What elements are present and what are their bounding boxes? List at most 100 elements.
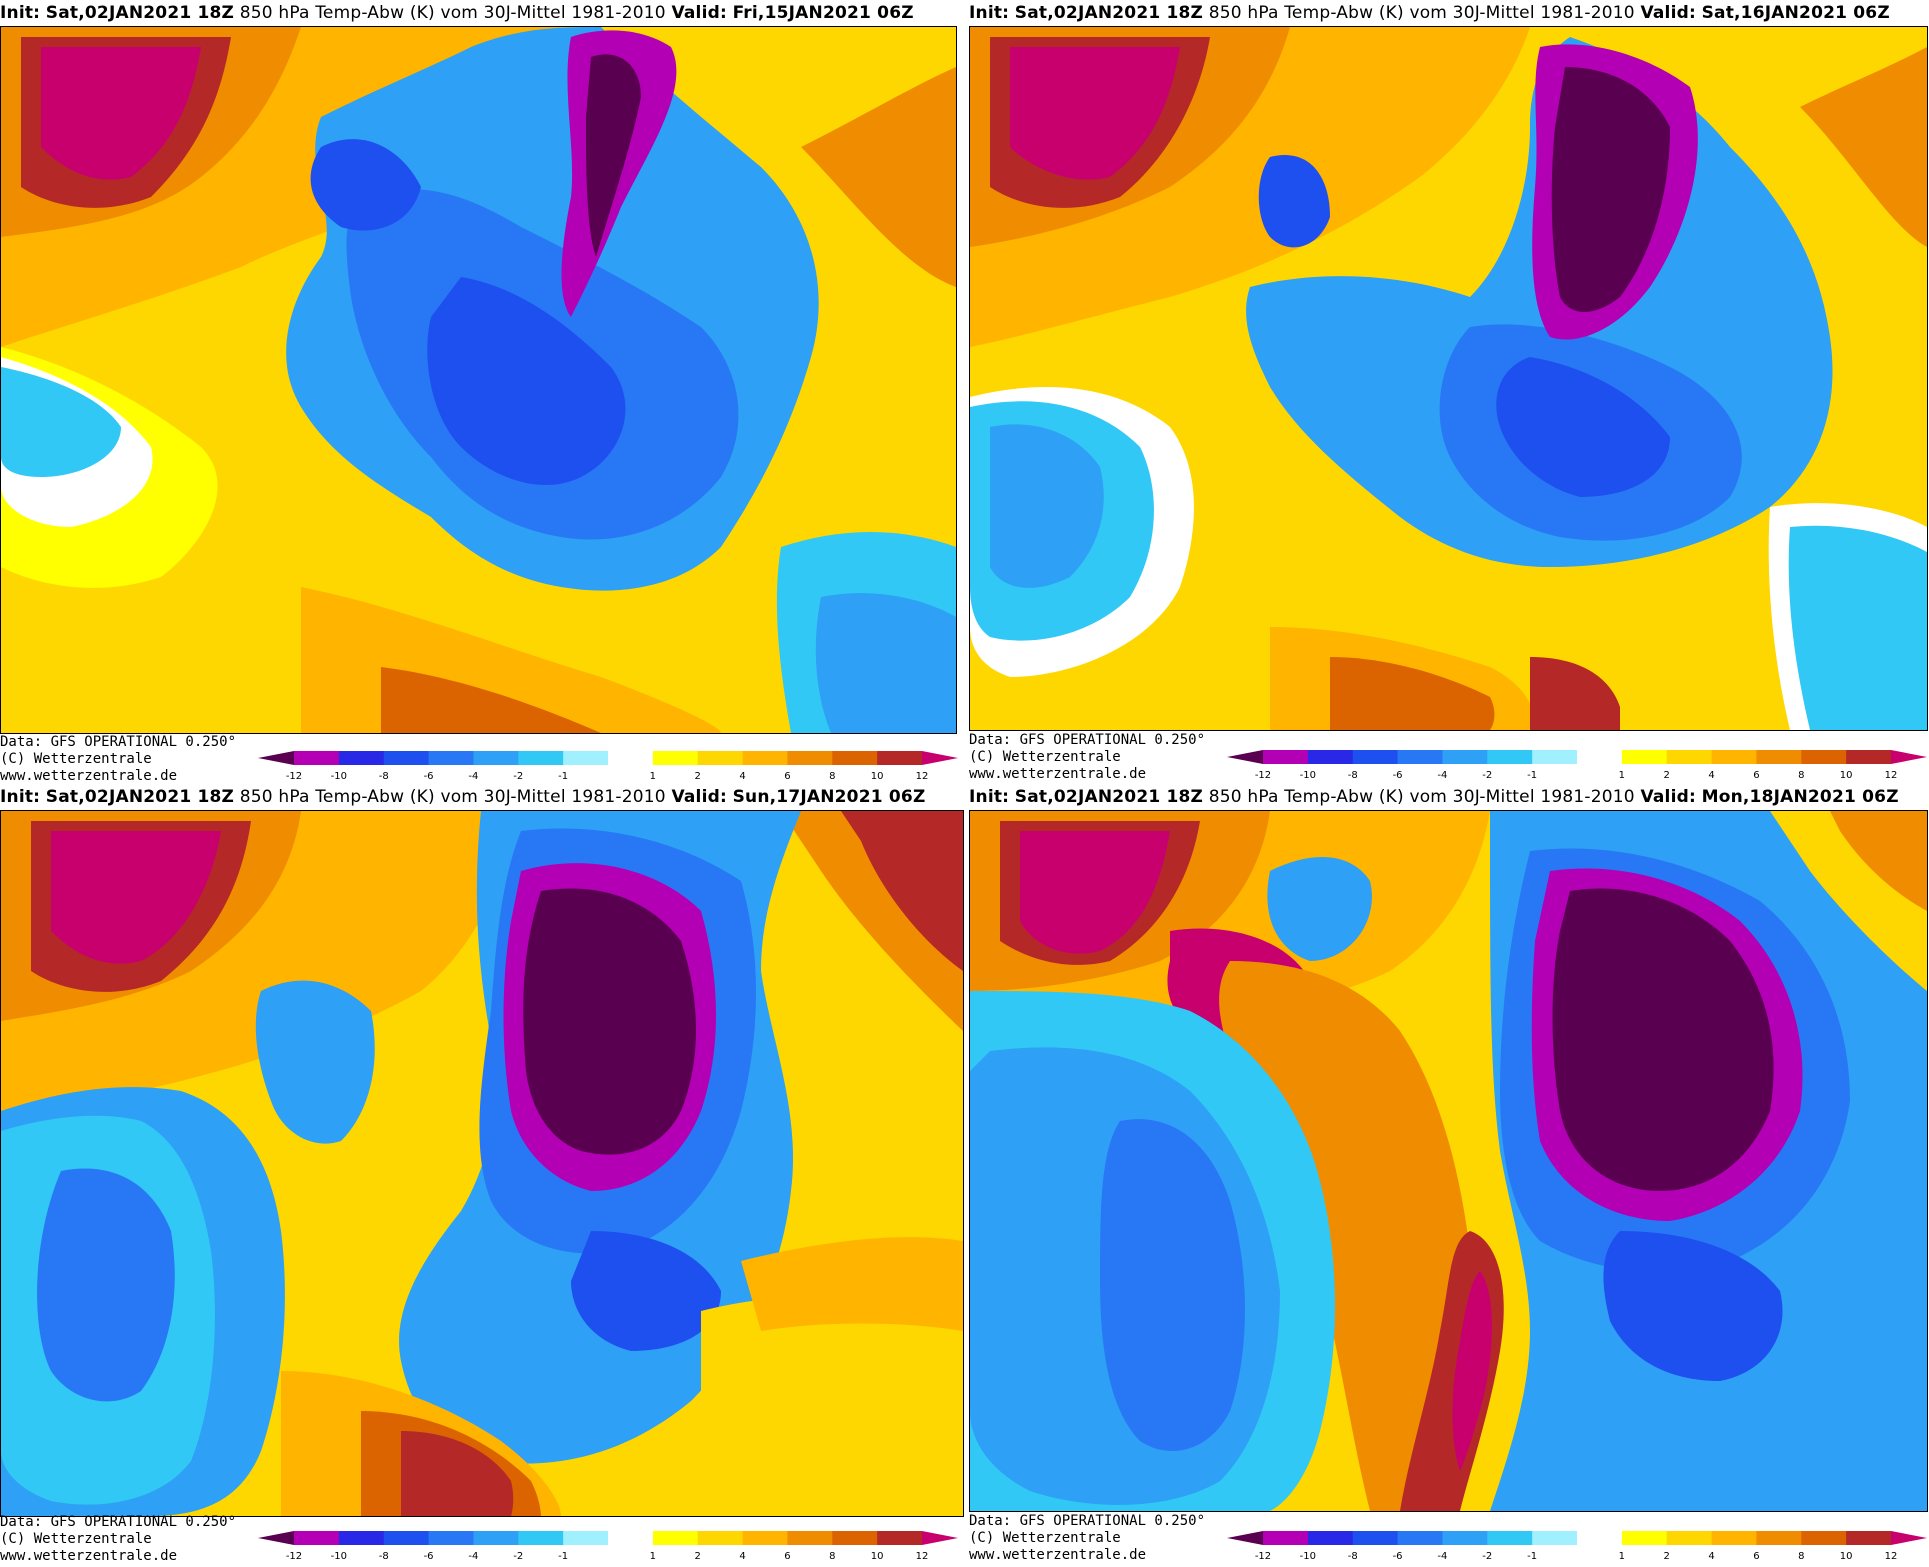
colorbar-swatch [1397,750,1443,764]
anomaly-field [970,811,1927,1511]
colorbar-tick-label: -8 [379,771,389,782]
colorbar-swatch [1532,1531,1578,1545]
colorbar-swatch [1442,750,1488,764]
colorbar-tick-label: -6 [1393,770,1403,781]
colorbar-tick-label: -6 [424,771,434,782]
colorbar-tick-label: 2 [695,771,701,782]
colorbar-swatch [1352,750,1399,764]
colorbar-swatch [1621,750,1668,764]
colorbar-tick-label: 6 [1753,770,1759,781]
colorbar-swatch [652,751,699,765]
colorbar-swatch [1666,750,1713,764]
colorbar-tick-label: 8 [829,1551,835,1562]
colorbar-swatch [877,751,923,765]
map-panel-2: Init: Sat,02JAN2021 18Z 850 hPa Temp-Abw… [969,0,1929,784]
colorbar-swatch [1666,1531,1713,1545]
colorbar-swatch [518,751,564,765]
colorbar-swatch [1621,1531,1668,1545]
init-label: Init: [0,787,41,807]
init-label: Init: [969,787,1010,807]
colorbar-swatch [742,751,788,765]
colorbar-tick-label: 8 [829,771,835,782]
colorbar-swatch [1487,750,1533,764]
panel-footer: Data: GFS OPERATIONAL 0.250° (C) Wetterz… [969,732,1205,783]
map-title: 850 hPa Temp-Abw (K) vom 30J-Mittel 1981… [1208,787,1635,807]
colorbar-tick-label: -2 [1482,1551,1492,1562]
colorbar-tick-label: -6 [1393,1551,1403,1562]
colorbar-swatch [697,1531,744,1545]
website-link[interactable]: www.wetterzentrale.de [969,1547,1147,1563]
data-source: Data: GFS OPERATIONAL 0.250° [0,734,237,750]
map-panel-4: Init: Sat,02JAN2021 18Z 850 hPa Temp-Abw… [969,784,1929,1567]
colorbar-tick-label: 10 [871,1551,884,1562]
colorbar-swatch [1801,1531,1847,1545]
colorbar-swatch [294,751,340,765]
valid-label: Valid: [671,787,727,807]
init-value: Sat,02JAN2021 18Z [1014,787,1204,807]
map-panel-1: Init: Sat,02JAN2021 18Z 850 hPa Temp-Abw… [0,0,960,784]
copyright: (C) Wetterzentrale [0,751,152,767]
colorbar-tick-label: 12 [1885,770,1898,781]
data-source: Data: GFS OPERATIONAL 0.250° [969,732,1206,748]
colorbar-tick-label: -2 [1482,770,1492,781]
panel-footer: Data: GFS OPERATIONAL 0.250° (C) Wetterz… [969,1513,1205,1564]
colorbar-swatch [1307,1531,1354,1545]
colorbar-swatch [832,1531,878,1545]
colorbar-swatch [877,1531,923,1545]
colorbar-swatch [1756,1531,1802,1545]
colorbar-tick-label: -4 [468,771,478,782]
colorbar-tick-label: 4 [739,771,745,782]
anomaly-map [0,26,957,734]
colorbar-tick-label: -1 [558,771,568,782]
website-link[interactable]: www.wetterzentrale.de [0,1548,178,1564]
colorbar-tick-label: 1 [650,1551,656,1562]
colorbar-swatch [428,1531,474,1545]
colorbar-tick-label: -4 [1437,1551,1447,1562]
anomaly-map [0,810,964,1517]
colorbar-swatch [1397,1531,1443,1545]
colorbar-tick-label: 4 [1708,1551,1714,1562]
init-label: Init: [969,3,1010,23]
valid-label: Valid: [1640,787,1696,807]
colorbar-tick-label: 2 [695,1551,701,1562]
colorbar-tick-label: 10 [871,771,884,782]
colorbar-swatch [1263,1531,1309,1545]
panel-header: Init: Sat,02JAN2021 18Z 850 hPa Temp-Abw… [969,784,1899,810]
colorbar-tick-label: 8 [1798,1551,1804,1562]
valid-value: Sat,16JAN2021 06Z [1701,3,1890,23]
colorbar-tick-label: 4 [739,1551,745,1562]
colorbar-swatch [1577,750,1623,764]
colorbar-tick-label: -8 [379,1551,389,1562]
colorbar-tick-label: 6 [784,771,790,782]
website-link[interactable]: www.wetterzentrale.de [969,766,1147,782]
colorbar-tick-label: -8 [1348,770,1358,781]
colorbar-tick-label: -12 [286,771,302,782]
colorbar-swatch [1442,1531,1488,1545]
map-title: 850 hPa Temp-Abw (K) vom 30J-Mittel 1981… [239,787,666,807]
colorbar-tick-label: -10 [331,771,347,782]
website-link[interactable]: www.wetterzentrale.de [0,768,178,784]
colorbar-arrow-min [1227,1531,1263,1545]
anomaly-map [969,26,1928,731]
valid-value: Sun,17JAN2021 06Z [732,787,926,807]
colorbar-tick-label: -2 [513,1551,523,1562]
colorbar-swatch [473,1531,519,1545]
anomaly-colorbar: -12 -10 -8 -6 -4 -2 -1 1 2 4 6 8 10 12 [258,1531,958,1562]
colorbar-arrow-max [1891,1531,1927,1545]
valid-label: Valid: [1640,3,1696,23]
colorbar-tick-label: 10 [1840,770,1853,781]
colorbar-swatch [1756,750,1802,764]
colorbar-swatch [1846,1531,1892,1545]
colorbar-tick-label: -4 [1437,770,1447,781]
colorbar-tick-label: 12 [1885,1551,1898,1562]
colorbar-swatch [338,1531,385,1545]
anomaly-colorbar: -12 -10 -8 -6 -4 -2 -1 1 2 4 6 8 10 12 [258,751,958,782]
colorbar-tick-label: -12 [1255,770,1271,781]
colorbar-swatch [1846,750,1892,764]
colorbar-arrow-min [258,751,294,765]
colorbar-swatch [1307,750,1354,764]
colorbar-arrow-min [258,1531,294,1545]
colorbar-tick-label: -4 [468,1551,478,1562]
colorbar-swatch [1577,1531,1623,1545]
colorbar-tick-label: -6 [424,1551,434,1562]
